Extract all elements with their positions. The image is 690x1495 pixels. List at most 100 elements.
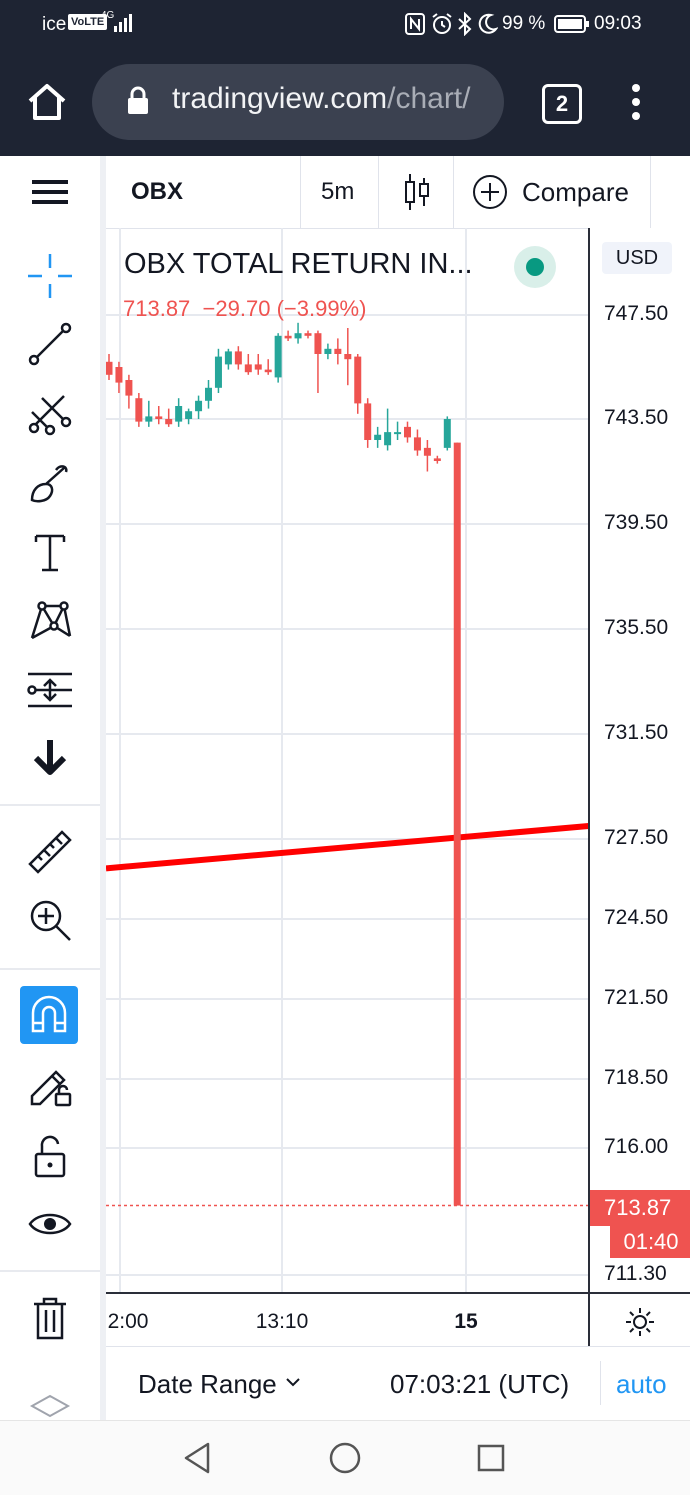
candle-body <box>334 348 342 354</box>
trash-icon[interactable] <box>20 1288 80 1348</box>
volte-badge: VoLTE <box>68 14 108 30</box>
utc-clock[interactable]: 07:03:21 (UTC) <box>390 1369 570 1399</box>
carrier-label: ice <box>42 14 67 35</box>
nfc-icon <box>404 12 426 42</box>
candle-body <box>106 361 113 375</box>
zoom-in-icon[interactable] <box>20 890 80 950</box>
series-last-price: 713.87 <box>123 296 191 321</box>
text-tool-icon[interactable] <box>20 522 80 582</box>
compare-button[interactable]: Compare <box>522 177 629 207</box>
candle-body <box>115 367 123 383</box>
chevron-down-icon[interactable] <box>284 1375 302 1394</box>
clock-time: 09:03 <box>594 13 642 34</box>
tab-switcher-button[interactable]: 2 <box>542 84 582 124</box>
pitchfork-icon[interactable] <box>20 384 80 444</box>
candle-body <box>384 432 392 446</box>
url-path: /chart/ <box>387 82 471 115</box>
lock-icon <box>126 86 150 121</box>
candle-body <box>304 333 312 336</box>
battery-icon <box>554 14 590 40</box>
home-icon[interactable] <box>26 82 68 127</box>
price-tick-label: 711.30 <box>604 1262 667 1285</box>
back-triangle-icon[interactable] <box>182 1441 212 1480</box>
bar-countdown-label: 01:40 <box>610 1226 690 1258</box>
candle-body <box>165 419 173 425</box>
candle-body <box>394 432 402 435</box>
tool-group-divider <box>0 968 100 970</box>
date-range-button[interactable]: Date Range <box>138 1369 277 1399</box>
toolbar-divider <box>453 156 454 228</box>
stay-in-drawing-mode-icon[interactable] <box>20 1054 80 1114</box>
ruler-icon[interactable] <box>20 822 80 882</box>
magnet-mode-icon[interactable] <box>20 986 78 1044</box>
layers-icon[interactable] <box>20 1376 80 1436</box>
price-scale[interactable]: USD 747.50 743.50 739.50 735.50 731.50 727.50… <box>588 228 690 1292</box>
price-chart[interactable] <box>106 228 590 1292</box>
market-open-dot-icon <box>526 258 544 276</box>
series-change: −29.70 <box>202 296 271 321</box>
tool-group-divider <box>0 1270 100 1272</box>
lock-drawings-icon[interactable] <box>20 1126 80 1186</box>
toolbar-divider <box>650 156 651 228</box>
system-nav-bar <box>0 1420 690 1495</box>
candle-body <box>274 335 282 378</box>
browser-bar: tradingview.com/chart/ 2 <box>0 50 690 156</box>
chart-pane[interactable]: OBX TOTAL RETURN IN... 713.87 −29.70 (−3… <box>106 228 590 1292</box>
url-text: tradingview.com/chart/ <box>172 82 502 116</box>
battery-percent: 99 % <box>502 13 546 34</box>
chart-toolbar: OBX 5m Compare <box>0 156 690 229</box>
eye-icon[interactable] <box>20 1194 80 1254</box>
recents-square-icon[interactable] <box>476 1443 506 1478</box>
price-tick-label: 718.50 <box>604 1066 669 1089</box>
compare-plus-icon[interactable] <box>472 174 508 215</box>
trend-line-icon[interactable] <box>20 314 80 374</box>
price-tick-label: 716.00 <box>604 1135 669 1158</box>
price-tick-label: 727.50 <box>604 826 669 849</box>
toolbar-edge <box>100 156 106 1420</box>
series-title: OBX TOTAL RETURN IN... <box>124 248 473 280</box>
time-tick-label: 2:00 <box>107 1310 149 1333</box>
candle-body <box>404 426 411 438</box>
candle-body <box>284 335 292 339</box>
candle-body <box>423 447 431 456</box>
pattern-tool-icon[interactable] <box>20 590 80 650</box>
candles-chart-type-icon[interactable] <box>402 172 432 217</box>
price-tick-label: 739.50 <box>604 511 669 534</box>
candle-body <box>155 416 163 419</box>
prediction-measure-icon[interactable] <box>20 660 80 720</box>
candle-body <box>135 398 143 422</box>
price-tick-label: 724.50 <box>604 906 669 929</box>
candle-body <box>195 400 203 412</box>
arrow-down-icon[interactable] <box>20 728 80 788</box>
alarm-icon <box>430 12 454 42</box>
address-bar[interactable]: tradingview.com/chart/ <box>92 64 504 140</box>
trend-line-drawing <box>106 822 590 872</box>
candle-body <box>264 369 272 373</box>
symbol-button[interactable]: OBX <box>131 178 184 205</box>
hamburger-menu-icon[interactable] <box>32 178 68 211</box>
do-not-disturb-moon-icon <box>476 12 499 42</box>
candle-body <box>185 411 193 419</box>
candle-body <box>324 348 332 354</box>
bottom-toolbar: Date Range 07:03:21 (UTC) auto <box>106 1346 690 1421</box>
time-scale[interactable]: 2:00 13:10 15 <box>106 1292 588 1348</box>
price-tick-label: 743.50 <box>604 406 669 429</box>
series-change-percent: (−3.99%) <box>276 296 367 321</box>
auto-scale-button[interactable]: auto <box>616 1369 667 1399</box>
price-tick-label: 747.50 <box>604 302 669 325</box>
currency-button[interactable]: USD <box>602 242 672 274</box>
url-domain: tradingview.com <box>172 82 388 115</box>
drawing-toolbar <box>0 228 100 1420</box>
crosshair-icon[interactable] <box>20 246 80 306</box>
toolbar-divider <box>300 156 301 228</box>
brush-icon[interactable] <box>20 454 80 514</box>
settings-gear-icon[interactable] <box>624 1306 656 1343</box>
candle-body <box>205 387 212 401</box>
candle-body <box>453 442 461 1206</box>
home-circle-icon[interactable] <box>328 1441 362 1480</box>
more-menu-icon[interactable] <box>628 82 644 127</box>
market-status-indicator[interactable] <box>514 246 556 288</box>
interval-button[interactable]: 5m <box>321 178 355 205</box>
price-tick-label: 731.50 <box>604 721 669 744</box>
candle-body <box>294 333 302 339</box>
